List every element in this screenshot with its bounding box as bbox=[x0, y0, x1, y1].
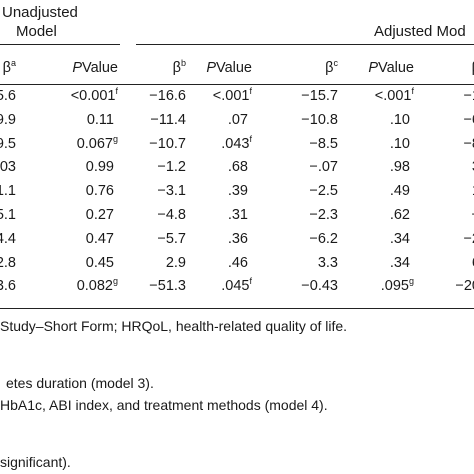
table-cell: .095g bbox=[380, 276, 414, 295]
table-cell: −8.5 bbox=[309, 135, 338, 152]
table-cell: −5.7 bbox=[157, 230, 186, 247]
table-cell: .07 bbox=[227, 111, 248, 128]
table-cell: −51.3 bbox=[149, 278, 186, 295]
table-cell: −10.7 bbox=[149, 135, 186, 152]
unadjusted-header-line2: Model bbox=[16, 23, 57, 40]
table-cell: 9.9 bbox=[0, 111, 16, 128]
table-cell: 4.4 bbox=[0, 230, 16, 247]
footnote-significance: significant). bbox=[0, 454, 71, 470]
table-cell: −10.8 bbox=[301, 111, 338, 128]
table-cell: −4.8 bbox=[157, 207, 186, 223]
table-bottom-rule bbox=[0, 308, 474, 309]
unadjusted-header-line1: Unadjusted bbox=[2, 4, 78, 21]
adjusted-group-rule bbox=[136, 44, 474, 45]
table-cell: 0.76 bbox=[85, 183, 114, 200]
table-cell: 2.9 bbox=[165, 254, 186, 271]
table-cell: −1 bbox=[463, 88, 474, 104]
table-cell: 1 bbox=[370, 183, 474, 199]
table-cell: .34 bbox=[389, 254, 410, 271]
table-cell: 0.082g bbox=[76, 276, 118, 295]
table-cell: 3 bbox=[370, 159, 474, 175]
table-cell: .045f bbox=[221, 276, 252, 295]
column-header-2: PValue bbox=[72, 60, 118, 76]
footnote-model-3: etes duration (model 3). bbox=[6, 375, 154, 391]
table-cell: 3.3 bbox=[317, 254, 338, 271]
table-cell: 0.99 bbox=[85, 159, 114, 176]
column-header-rule bbox=[0, 84, 474, 85]
table-cell: .36 bbox=[227, 230, 248, 247]
table-cell: 0.47 bbox=[85, 230, 114, 247]
table-cell: 0.03 bbox=[0, 159, 16, 176]
table-cell: −.07 bbox=[309, 159, 338, 176]
table-cell: .62 bbox=[389, 207, 410, 223]
column-header-4: PValue bbox=[206, 60, 252, 76]
table-cell: −0.43 bbox=[301, 278, 338, 295]
table-cell: −3.1 bbox=[157, 183, 186, 200]
unadjusted-group-rule bbox=[0, 44, 120, 45]
column-header-1: βa bbox=[2, 58, 16, 76]
table-cell: −2.5 bbox=[309, 183, 338, 200]
table-cell: 5.6 bbox=[0, 88, 16, 104]
table-cell: − bbox=[370, 207, 474, 223]
table-cell: .10 bbox=[389, 111, 410, 128]
table-cell: −2 bbox=[463, 230, 474, 247]
table-cell: 2.8 bbox=[0, 254, 16, 271]
table-cell: .39 bbox=[227, 183, 248, 200]
adjusted-header: Adjusted Mod bbox=[374, 23, 466, 40]
table-cell: .10 bbox=[389, 135, 410, 152]
table-cell: −11.4 bbox=[150, 111, 186, 128]
table-cell: .31 bbox=[227, 207, 248, 223]
column-header-3: βb bbox=[172, 58, 186, 76]
table-cell: 9.5 bbox=[0, 135, 16, 152]
table-cell: −8 bbox=[463, 135, 474, 152]
table-cell: .34 bbox=[389, 230, 410, 247]
table-cell: .98 bbox=[389, 159, 410, 176]
footnote-model-4: HbA1c, ABI index, and treatment methods … bbox=[0, 397, 328, 413]
table-cell: <.001f bbox=[374, 86, 414, 104]
table-cell: −6.2 bbox=[309, 230, 338, 247]
table-cell: 0.067g bbox=[76, 133, 118, 152]
table-cell: .49 bbox=[389, 183, 410, 200]
column-header-6: PValue bbox=[368, 60, 414, 76]
table-cell: −20 bbox=[455, 278, 474, 295]
table-cell: −2.3 bbox=[309, 207, 338, 223]
footnote-abbreviations: Study–Short Form; HRQoL, health-related … bbox=[0, 318, 348, 334]
table-cell: .68 bbox=[227, 159, 248, 176]
table-cell: <.001f bbox=[212, 86, 252, 104]
table-cell: 5.1 bbox=[0, 207, 16, 223]
table-cell: −16.6 bbox=[149, 88, 186, 104]
table-cell: −6 bbox=[463, 111, 474, 128]
table-cell: −15.7 bbox=[301, 88, 338, 104]
table-cell: 0.45 bbox=[85, 254, 114, 271]
table-cell: 1.1 bbox=[0, 183, 16, 200]
column-header-5: βc bbox=[325, 58, 338, 76]
table-cell: <0.001f bbox=[70, 86, 118, 104]
table-cell: 0.27 bbox=[85, 207, 114, 223]
table-cell: −1.2 bbox=[157, 159, 186, 176]
table-cell: 3.6 bbox=[0, 278, 16, 295]
table-cell: 0.11 bbox=[86, 111, 114, 128]
table-cell: .043f bbox=[221, 133, 252, 152]
table-cell: 6 bbox=[370, 255, 474, 271]
table-cell: .46 bbox=[227, 254, 248, 271]
column-header-7: β bbox=[370, 60, 474, 76]
